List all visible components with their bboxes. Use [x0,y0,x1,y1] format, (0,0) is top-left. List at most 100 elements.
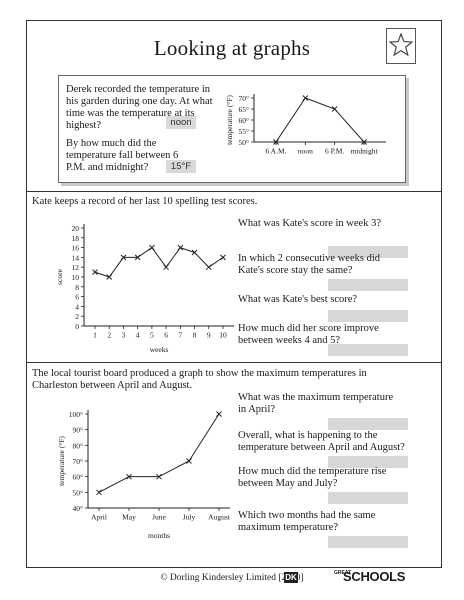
section2-intro: Kate keeps a record of her last 10 spell… [32,196,258,207]
y-tick-label: 4 [75,302,79,311]
data-point [191,249,198,256]
y-tick-label: 16 [72,244,80,253]
answer-blank[interactable] [328,456,408,468]
answer-blank[interactable] [328,418,408,430]
section1-answer2: 15°F [166,160,196,173]
y-tick-label: 60° [239,116,250,125]
data-point [205,264,212,271]
y-tick-label: 18 [72,234,80,243]
data-point [273,139,279,145]
y-tick-label: 40° [73,504,84,513]
x-tick-label: noon [298,147,313,156]
section2-question2: In which 2 consecutive weeks did Kate's … [238,253,381,276]
section3-question2: Overall, what is happening to the temper… [238,430,405,453]
x-tick-label: 2 [107,331,111,340]
data-point [120,254,127,261]
y-tick-label: 8 [75,283,79,292]
data-point [302,95,309,101]
x-tick-label: 6 A.M. [265,147,286,156]
star-badge [386,28,416,64]
x-tick-label: 8 [193,331,197,340]
y-axis-label: temperature (°F) [57,436,66,486]
data-point [96,489,102,496]
data-point [156,473,162,480]
answer-blank[interactable] [328,310,408,322]
x-tick-label: August [208,513,231,522]
dk-logo: DK [284,572,298,583]
section2-question1: What was Kate's score in week 3? [238,218,382,229]
x-tick-label: 6 [164,331,168,340]
y-tick-label: 14 [72,253,80,262]
x-tick-label: 5 [150,331,154,340]
x-tick-label: May [122,513,136,522]
x-tick-label: 9 [207,331,211,340]
y-axis-label: score [55,268,64,284]
y-tick-label: 2 [75,312,79,321]
data-point [149,244,155,251]
chart-charleston-temperature: 40° 50° 60° 70° 80° 90° 100° April May June July Au… [57,410,231,540]
section3-question1: What was the maximum temperature in Apri… [238,392,394,415]
y-tick-label: 55° [239,127,250,136]
x-tick-label: 7 [178,331,182,340]
y-tick-label: 6 [75,293,79,302]
x-axis-label: weeks [150,345,169,354]
x-tick-label: 3 [122,331,126,340]
logo-schools: SCHOOLS [343,569,406,584]
logo-great: GREAT [334,570,352,576]
y-tick-label: 50° [239,138,250,147]
answer-blank[interactable] [328,344,408,356]
data-point [186,458,192,464]
data-point [134,254,141,261]
section-divider [26,191,442,192]
y-tick-label: 0 [75,322,79,331]
y-tick-label: 12 [72,263,80,272]
x-tick-label: June [152,513,166,522]
x-tick-label: April [91,513,107,522]
data-point [126,473,132,480]
y-tick-label: 80° [73,441,84,450]
chart-temperature-day: 50° 55° 60° 65° 70° 6 A.M. noon 6 P.M. midnight t… [225,94,386,156]
y-tick-label: 65° [239,105,250,114]
section1-answer1: noon [166,116,196,129]
data-point [216,411,222,417]
x-tick-label: 10 [219,331,227,340]
x-tick-label: midnight [350,147,378,156]
x-axis-label: months [148,531,170,540]
y-tick-label: 70° [73,457,84,466]
data-line [98,413,220,493]
section3-intro: The local tourist board produced a graph… [32,368,367,391]
data-point [177,244,184,251]
section1-question1: Derek recorded the temperature in his ga… [66,84,213,131]
section2-question3: What was Kate's best score? [238,294,358,305]
data-point [92,269,98,275]
x-tick-label: July [183,513,196,522]
section2-question4: How much did her score improve between w… [238,323,379,346]
page-title: Looking at graphs [153,36,311,60]
y-tick-label: 90° [73,426,84,435]
y-tick-label: 60° [73,473,84,482]
section3-question3: How much did the temperature rise betwee… [238,466,387,489]
section1-box [58,75,406,183]
answer-blank[interactable] [328,536,408,548]
y-tick-label: 20 [72,224,80,233]
section1-question2: By how much did the temperature fall bet… [66,138,179,173]
data-point [163,264,169,271]
data-point [361,139,367,145]
data-point [331,106,338,112]
answer-blank[interactable] [328,492,408,504]
x-tick-label: 1 [93,331,97,340]
section-divider [26,362,442,363]
y-tick-label: 50° [73,488,84,497]
copyright: © Dorling Kindersley Limited [2010] [160,573,304,583]
x-tick-label: 6 P.M. [325,147,345,156]
answer-blank[interactable] [328,279,408,291]
star-icon [389,33,413,57]
data-line [275,97,365,143]
answer-blank[interactable] [328,246,408,258]
y-tick-label: 100° [69,410,83,419]
data-line [94,246,224,278]
data-point [220,254,226,261]
y-tick-label: 10 [72,273,80,282]
y-axis-label: temperature (°F) [225,95,234,145]
